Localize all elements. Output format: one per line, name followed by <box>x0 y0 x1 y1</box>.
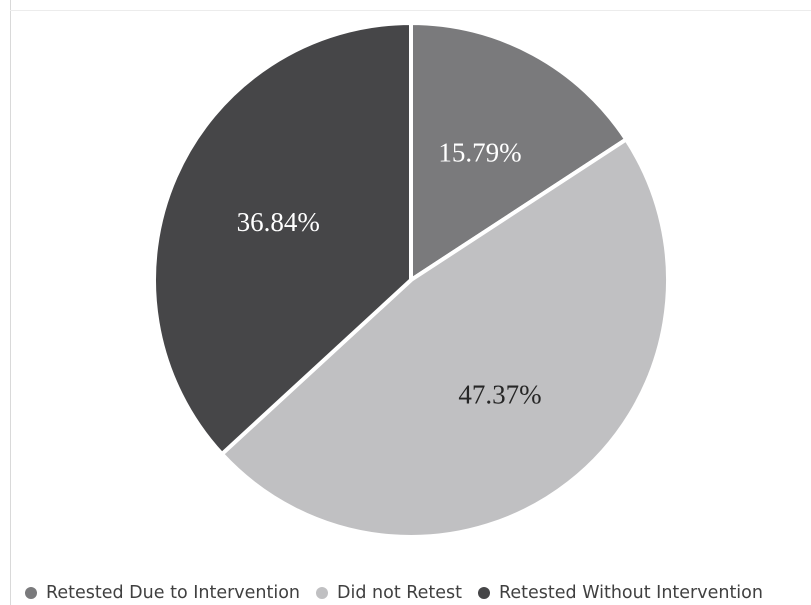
frame-border-top <box>10 10 811 11</box>
pie-slice-retested-without-intervention[interactable] <box>152 21 413 457</box>
pie-chart: 15.79% 47.37% 36.84% <box>152 21 670 540</box>
pie-slice-did-not-retest[interactable] <box>219 137 670 540</box>
legend-swatch-icon <box>25 587 37 599</box>
legend-item-retested-due-to-intervention[interactable]: Retested Due to Intervention <box>25 583 300 603</box>
legend-swatch-icon <box>316 587 329 599</box>
slice-label-retested-due-to-intervention: 15.79% <box>438 137 521 167</box>
frame-border-left <box>10 0 11 605</box>
legend-label: Retested Due to Intervention <box>46 583 301 603</box>
legend-item-did-not-retest[interactable]: Did not Retest <box>316 583 462 603</box>
legend-swatch-icon <box>478 587 491 599</box>
chart-legend: Retested Due to Intervention Did not Ret… <box>25 582 763 604</box>
slice-label-did-not-retest: 47.37% <box>458 379 541 409</box>
pie-slices <box>152 21 670 540</box>
slice-label-retested-without-intervention: 36.84% <box>237 207 320 237</box>
legend-item-retested-without-intervention[interactable]: Retested Without Intervention <box>478 583 763 603</box>
pie-labels: 15.79% 47.37% 36.84% <box>237 137 542 409</box>
legend-label: Did not Retest <box>337 583 463 603</box>
legend-label: Retested Without Intervention <box>499 583 763 603</box>
pie-slice-retested-due-to-intervention[interactable] <box>409 21 629 282</box>
